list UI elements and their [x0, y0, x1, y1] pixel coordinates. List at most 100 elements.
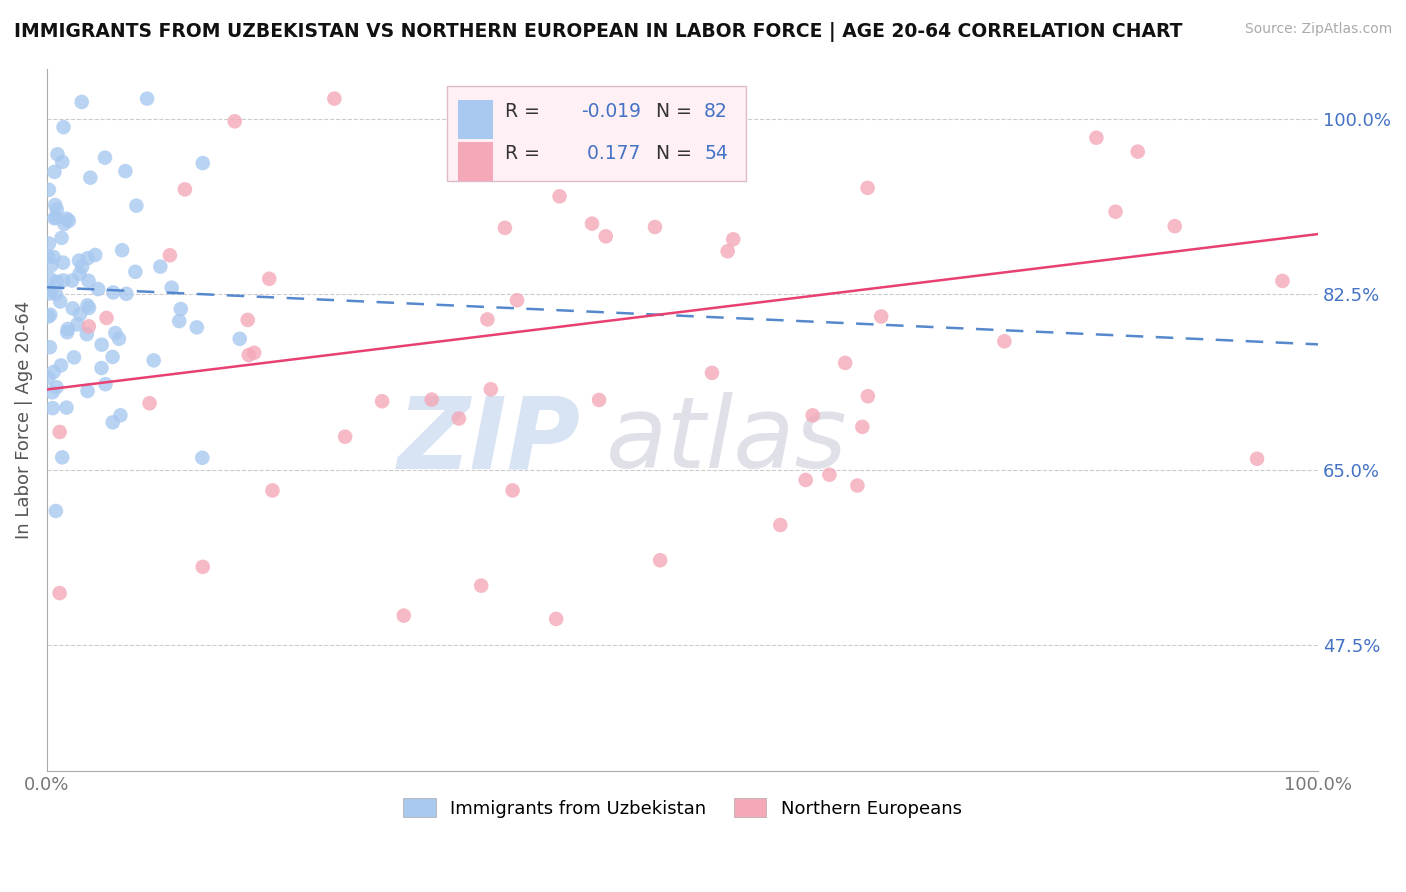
Point: [90, 361, 112, 376]
Point: [45, 504, 67, 518]
Text: N =: N =: [644, 103, 699, 121]
Point: [262, 483, 284, 498]
Point: [38, 286, 60, 301]
Point: [46, 147, 69, 161]
Point: [1104, 204, 1126, 219]
Point: [39, 283, 62, 297]
Point: [125, 199, 148, 213]
Point: [76, 327, 98, 342]
Point: [581, 217, 603, 231]
Point: [111, 243, 134, 257]
Point: [37, 371, 59, 385]
Point: [52, 273, 75, 287]
Point: [66, 318, 89, 332]
Point: [167, 314, 190, 328]
Point: [191, 156, 214, 170]
Text: Source: ZipAtlas.com: Source: ZipAtlas.com: [1244, 22, 1392, 37]
Point: [84, 248, 107, 262]
Point: [37, 249, 59, 263]
Point: [170, 301, 193, 316]
Point: [79, 170, 101, 185]
Point: [447, 411, 470, 425]
Point: [224, 114, 246, 128]
Point: [502, 483, 524, 498]
Point: [323, 92, 346, 106]
Point: [38, 340, 60, 354]
Bar: [457, 142, 494, 181]
Point: [1164, 219, 1187, 234]
Point: [159, 248, 181, 262]
Point: [55, 211, 77, 226]
Point: [63, 351, 86, 365]
Point: [39, 308, 62, 322]
Point: [588, 392, 610, 407]
Point: [76, 384, 98, 398]
Point: [160, 281, 183, 295]
Point: [52, 255, 75, 269]
Point: [94, 377, 117, 392]
Point: [42, 365, 65, 379]
Point: [506, 293, 529, 308]
Point: [48, 425, 70, 439]
Point: [801, 409, 824, 423]
Point: [717, 244, 740, 259]
Point: [51, 231, 73, 245]
Point: [87, 282, 110, 296]
Point: [191, 559, 214, 574]
Y-axis label: In Labor Force | Age 20-64: In Labor Force | Age 20-64: [15, 301, 32, 539]
Point: [70, 260, 93, 274]
Point: [56, 326, 79, 340]
Point: [1271, 274, 1294, 288]
Point: [479, 382, 502, 396]
Point: [52, 120, 75, 135]
Point: [49, 294, 72, 309]
Point: [700, 366, 723, 380]
Point: [62, 301, 84, 316]
Point: [236, 313, 259, 327]
Point: [38, 183, 60, 197]
Point: [494, 220, 516, 235]
Point: [44, 198, 66, 212]
Point: [846, 478, 869, 492]
Point: [114, 164, 136, 178]
Point: [551, 112, 574, 126]
Point: [149, 260, 172, 274]
Point: [818, 467, 841, 482]
Point: [1085, 130, 1108, 145]
Point: [548, 189, 571, 203]
Point: [333, 430, 356, 444]
Point: [44, 211, 66, 226]
Point: [69, 307, 91, 321]
Point: [69, 267, 91, 281]
Point: [834, 356, 856, 370]
Bar: [457, 100, 494, 139]
Point: [94, 151, 117, 165]
Point: [870, 310, 893, 324]
Point: [644, 219, 666, 234]
Text: 0.177: 0.177: [581, 145, 640, 163]
Point: [41, 258, 63, 272]
Point: [103, 285, 125, 300]
Point: [77, 301, 100, 315]
Point: [42, 250, 65, 264]
Point: [1126, 145, 1149, 159]
Point: [769, 518, 792, 533]
Point: [101, 350, 124, 364]
Point: [546, 612, 568, 626]
Point: [856, 389, 879, 403]
Point: [45, 380, 67, 394]
Point: [229, 332, 252, 346]
Point: [595, 229, 617, 244]
Legend: Immigrants from Uzbekistan, Northern Europeans: Immigrants from Uzbekistan, Northern Eur…: [396, 790, 969, 825]
Point: [45, 275, 67, 289]
Point: [51, 450, 73, 465]
Point: [41, 385, 63, 400]
Point: [138, 396, 160, 410]
Point: [58, 213, 80, 227]
Text: R =: R =: [505, 103, 546, 121]
Point: [420, 392, 443, 407]
Point: [173, 182, 195, 196]
Point: [55, 401, 77, 415]
Point: [142, 353, 165, 368]
Text: R =: R =: [505, 145, 546, 163]
